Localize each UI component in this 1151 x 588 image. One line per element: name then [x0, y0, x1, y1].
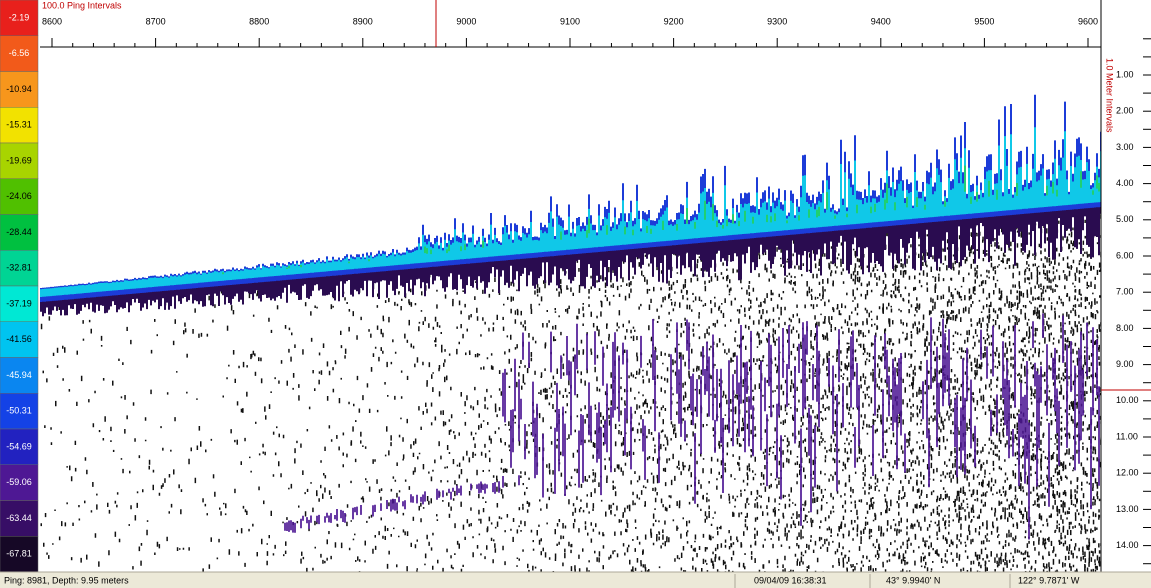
scale-label: -32.81 — [6, 263, 32, 273]
scale-cell — [0, 250, 39, 287]
scale-cell — [0, 142, 39, 179]
color-scale: -2.19 -6.56 -10.94 -15.31 -19.69 -24.06 -28.44… — [0, 0, 39, 573]
depth-tick-label: 3.00 — [1116, 142, 1134, 152]
scale-cell — [0, 393, 39, 430]
ping-tick-label: 8900 — [353, 16, 373, 26]
scale-label: -2.19 — [9, 12, 30, 22]
depth-tick-label: 12.00 — [1116, 468, 1139, 478]
scale-label: -19.69 — [6, 155, 32, 165]
scale-label: -45.94 — [6, 370, 32, 380]
scale-label: -67.81 — [6, 549, 32, 559]
scale-label: -37.19 — [6, 298, 32, 308]
scale-label: -41.56 — [6, 334, 32, 344]
ping-tick-label: 8700 — [146, 16, 166, 26]
ping-tick-label: 9000 — [456, 16, 476, 26]
ping-tick-label: 8600 — [42, 16, 62, 26]
depth-tick-label: 10.00 — [1116, 395, 1139, 405]
ping-tick-label: 9200 — [664, 16, 684, 26]
depth-tick-label: 13.00 — [1116, 504, 1139, 514]
scale-cell — [0, 214, 39, 251]
status-bar — [0, 572, 1151, 588]
scale-label: -6.56 — [9, 48, 30, 58]
depth-tick-label: 2.00 — [1116, 106, 1134, 116]
depth-tick-label: 8.00 — [1116, 323, 1134, 333]
ping-tick-label: 9400 — [871, 16, 891, 26]
scale-cell — [0, 357, 39, 394]
echo-bottom-tail — [40, 206, 1102, 317]
scale-label: -24.06 — [6, 191, 32, 201]
ping-tick-label: 9300 — [767, 16, 787, 26]
scale-cell — [0, 71, 39, 108]
echo-bottom-core — [40, 127, 1102, 297]
scale-label: -54.69 — [6, 441, 32, 451]
depth-tick-label: 6.00 — [1116, 250, 1134, 260]
scale-label: -10.94 — [6, 84, 32, 94]
scale-cell — [0, 428, 39, 465]
scale-cell — [0, 107, 39, 144]
ping-tick-label: 9100 — [560, 16, 580, 26]
depth-axis-bg — [1101, 0, 1151, 572]
scale-cell — [0, 178, 39, 215]
scale-cell — [0, 500, 39, 537]
ping-axis-title: 100.0 Ping Intervals — [42, 0, 122, 10]
depth-tick-label: 7.00 — [1116, 287, 1134, 297]
depth-tick-label: 14.00 — [1116, 540, 1139, 550]
scale-cell — [0, 285, 39, 322]
depth-axis-title: 1.0 Meter Intervals — [1105, 58, 1115, 133]
depth-tick-label: 11.00 — [1116, 431, 1138, 441]
scale-label: -28.44 — [6, 227, 32, 237]
ping-tick-label: 9500 — [974, 16, 994, 26]
depth-tick-label: 1.00 — [1116, 69, 1134, 79]
echogram — [40, 94, 1103, 577]
scale-cell — [0, 35, 39, 72]
scale-label: -50.31 — [6, 406, 32, 416]
scale-cell — [0, 0, 39, 36]
status-latitude: 43° 9.9940' N — [886, 575, 940, 585]
echo-second-return — [284, 313, 1100, 540]
echo-noise — [40, 211, 1103, 577]
scale-label: -63.44 — [6, 513, 32, 523]
scale-label: -59.06 — [6, 477, 32, 487]
ping-tick-label: 8800 — [249, 16, 269, 26]
status-longitude: 122° 9.7871' W — [1018, 575, 1080, 585]
status-datetime: 09/04/09 16:38:31 — [754, 575, 827, 585]
scale-label: -15.31 — [6, 120, 32, 130]
scale-cell — [0, 321, 39, 358]
scale-cell — [0, 536, 39, 573]
status-ping-depth: Ping: 8981, Depth: 9.95 meters — [4, 575, 129, 585]
depth-tick-label: 5.00 — [1116, 214, 1134, 224]
depth-tick-label: 9.00 — [1116, 359, 1134, 369]
ping-tick-label: 9600 — [1078, 16, 1098, 26]
depth-tick-label: 4.00 — [1116, 178, 1134, 188]
